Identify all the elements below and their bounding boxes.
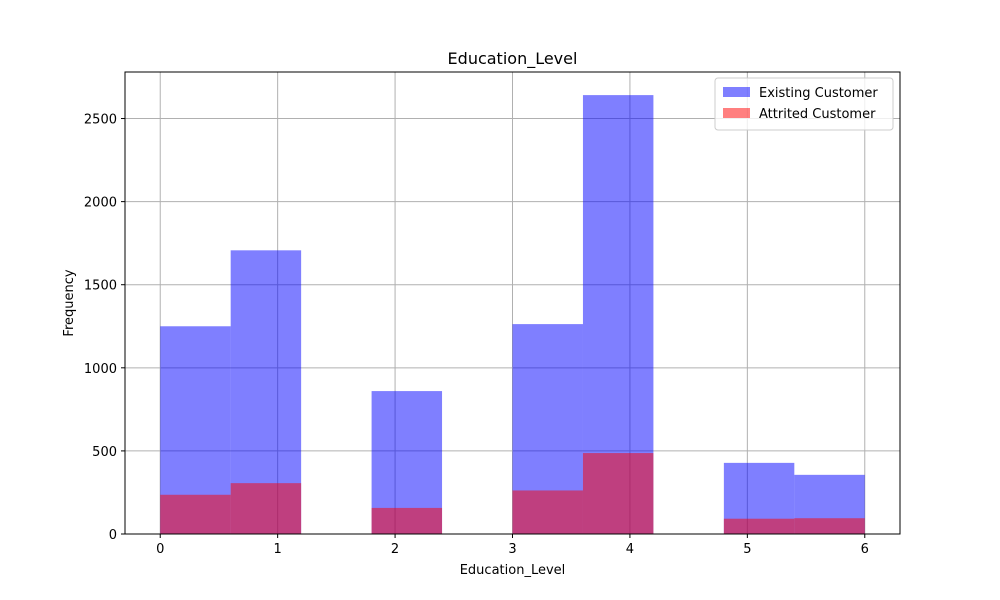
histogram-bar <box>230 483 302 534</box>
bars <box>160 95 865 534</box>
x-axis-label: Education_Level <box>460 563 566 578</box>
chart-title: Education_Level <box>448 49 578 69</box>
histogram-bar <box>723 518 795 534</box>
histogram-bar <box>512 490 583 534</box>
x-tick-label: 4 <box>626 542 634 557</box>
histogram-bar <box>582 453 654 534</box>
x-tick-label: 0 <box>156 542 164 557</box>
y-tick-label: 2500 <box>84 113 117 128</box>
y-tick-label: 2000 <box>84 196 117 211</box>
x-tick-label: 2 <box>391 542 399 557</box>
x-tick-label: 5 <box>743 542 751 557</box>
axis-ticks: 0 1 2 3 4 5 6 0 500 1000 1500 2000 2500 <box>84 113 869 557</box>
y-tick-label: 1000 <box>84 362 117 377</box>
x-tick-label: 3 <box>508 542 516 557</box>
legend-box <box>714 77 894 131</box>
histogram-bar <box>160 494 231 534</box>
y-tick-label: 500 <box>92 445 117 460</box>
legend: Existing Customer Attrited Customer <box>714 77 894 131</box>
legend-swatch <box>723 87 750 97</box>
histogram-bar <box>371 507 443 534</box>
legend-swatch <box>723 108 750 118</box>
y-tick-label: 0 <box>109 528 117 543</box>
y-tick-label: 1500 <box>84 279 117 294</box>
x-tick-label: 6 <box>861 542 869 557</box>
legend-label: Attrited Customer <box>759 107 876 122</box>
histogram-bar <box>794 518 865 534</box>
y-axis-label: Frequency <box>62 269 77 336</box>
legend-label: Existing Customer <box>759 86 878 101</box>
x-tick-label: 1 <box>274 542 282 557</box>
